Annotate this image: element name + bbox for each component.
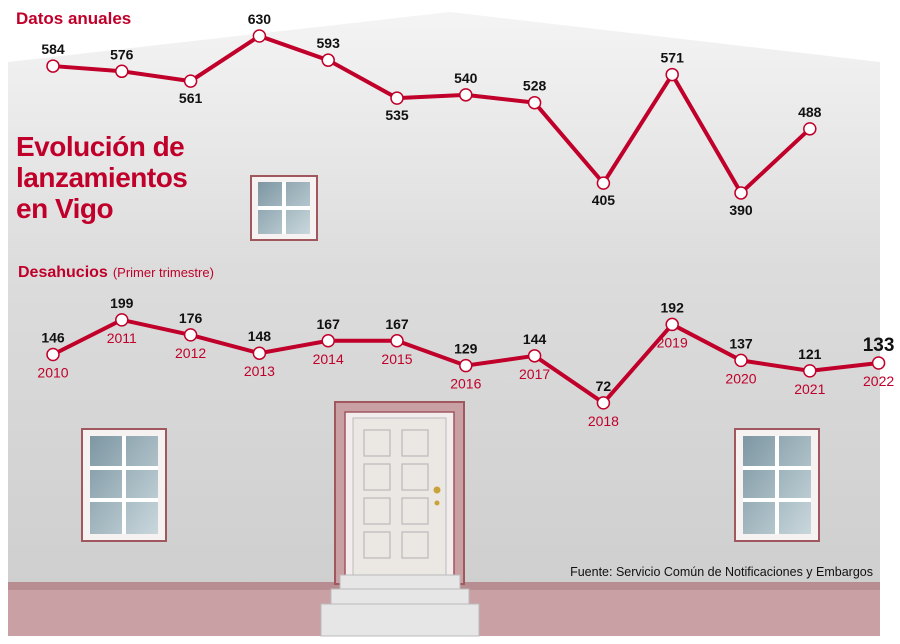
chart-title: Desahucios: [18, 264, 108, 281]
point: [321, 53, 335, 67]
point: [803, 122, 817, 136]
value-label: 535: [385, 107, 409, 123]
chart-title: Datos anuales: [16, 9, 131, 28]
point: [596, 396, 611, 410]
x-tick-label: 2020: [725, 370, 756, 386]
value-label: 192: [661, 299, 685, 315]
point: [183, 328, 198, 342]
x-tick-label: 2013: [244, 363, 275, 379]
value-label: 129: [454, 341, 478, 357]
value-label: 199: [110, 295, 134, 311]
value-label: 405: [592, 192, 616, 208]
x-tick-label: 2014: [313, 351, 344, 367]
point: [734, 353, 748, 368]
x-tick-label: 2017: [519, 366, 550, 382]
value-label: 630: [248, 11, 272, 27]
source: Fuente: Servicio Común de Notificaciones…: [570, 565, 873, 579]
point: [734, 186, 748, 200]
point: [803, 364, 817, 378]
value-label: 148: [248, 328, 272, 344]
point: [115, 313, 129, 327]
point: [183, 74, 198, 88]
x-tick-label: 2022: [863, 373, 894, 389]
value-label: 146: [41, 330, 65, 346]
value-label: 167: [385, 316, 409, 332]
point: [390, 91, 404, 105]
value-label: 137: [729, 335, 753, 351]
point: [665, 317, 679, 332]
chart-subtitle: (Primer trimestre): [113, 265, 214, 280]
value-label: 176: [179, 310, 203, 326]
value-label: 121: [798, 346, 822, 362]
value-label: 540: [454, 70, 478, 86]
x-tick-label: 2010: [37, 365, 68, 381]
x-tick-label: 2019: [657, 334, 688, 350]
x-tick-label: 2018: [588, 413, 619, 429]
window: [250, 175, 318, 241]
point: [252, 346, 267, 360]
point: [321, 334, 335, 348]
line: [52, 33, 812, 197]
x-tick-label: 2012: [175, 345, 206, 361]
point: [459, 88, 473, 102]
window: [734, 428, 820, 542]
point: [871, 356, 886, 370]
value-label: 561: [179, 90, 203, 106]
value-label: 488: [798, 104, 822, 120]
point: [527, 95, 542, 110]
value-label: 593: [317, 35, 341, 51]
point: [596, 176, 611, 190]
x-tick-label: 2011: [107, 330, 137, 346]
door: [334, 401, 465, 585]
value-label: 584: [41, 41, 65, 57]
x-tick-label: 2015: [381, 351, 412, 367]
value-label: 528: [523, 78, 547, 94]
point: [46, 59, 60, 73]
x-tick-label: 2021: [794, 381, 825, 397]
value-label: 576: [110, 46, 134, 62]
point: [390, 334, 404, 348]
point: [665, 67, 679, 82]
window: [81, 428, 167, 542]
point: [46, 347, 60, 362]
value-label: 390: [729, 202, 753, 218]
point: [459, 358, 473, 373]
house: [8, 12, 880, 637]
point: [115, 64, 129, 79]
value-label: 167: [317, 316, 341, 332]
value-label: 144: [523, 331, 547, 347]
value-label: 72: [596, 378, 612, 394]
value-label: 133: [863, 335, 895, 356]
value-label: 571: [661, 50, 685, 66]
point: [252, 29, 267, 43]
stairs: [320, 574, 480, 637]
chart-title: Desahucios (Primer trimestre): [18, 264, 214, 281]
main-title: Evolución de lanzamientos en Vigo: [16, 131, 188, 224]
point: [527, 349, 542, 363]
x-tick-label: 2016: [450, 376, 481, 392]
